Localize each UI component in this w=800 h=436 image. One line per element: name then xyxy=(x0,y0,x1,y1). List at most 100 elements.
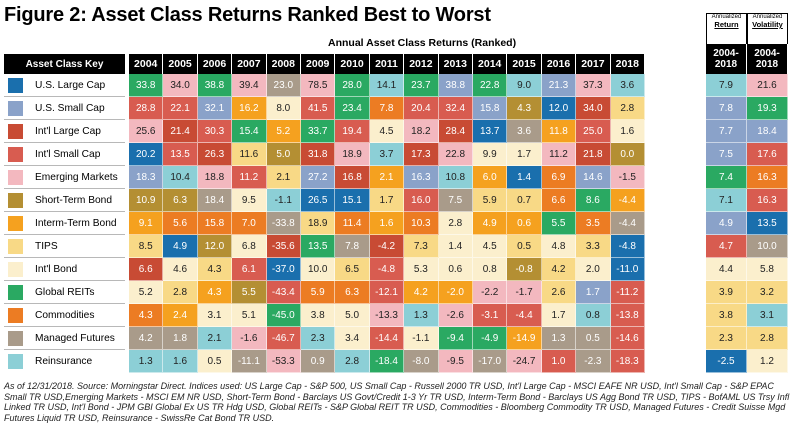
return-cell: 1.4 xyxy=(507,166,542,189)
return-cell: 3.6 xyxy=(507,120,542,143)
return-cell: 3.3 xyxy=(576,235,611,258)
return-cell: 3.8 xyxy=(301,304,336,327)
return-cell: 11.2 xyxy=(541,143,577,166)
return-cell: 4.2 xyxy=(404,281,439,304)
return-cell: 2.1 xyxy=(266,166,301,189)
return-cell: 10.9 xyxy=(129,189,164,212)
return-cell: 15.1 xyxy=(335,189,370,212)
key-separator xyxy=(4,349,125,350)
return-cell: -1.7 xyxy=(507,281,542,304)
year-header-2008: 2008 xyxy=(266,54,300,74)
return-cell: 28.0 xyxy=(335,74,370,97)
return-cell: 32.1 xyxy=(197,97,233,120)
return-cell: 1.7 xyxy=(541,304,577,327)
return-cell: 17.6 xyxy=(747,143,788,166)
return-cell: 4.2 xyxy=(541,258,577,281)
return-cell: 4.4 xyxy=(706,258,747,281)
annualized-volatility-label: Annualized Volatility xyxy=(747,13,788,44)
chart-subtitle: Annual Asset Class Returns (Ranked) xyxy=(328,37,517,49)
key-swatch xyxy=(8,239,23,254)
return-cell: 2.4 xyxy=(163,304,198,327)
return-cell: 5.9 xyxy=(301,281,336,304)
return-cell: 18.9 xyxy=(335,143,370,166)
return-cell: 5.1 xyxy=(232,304,267,327)
return-cell: 2.8 xyxy=(610,97,645,120)
return-cell: 1.8 xyxy=(163,327,198,350)
return-cell: 5.0 xyxy=(266,143,301,166)
key-swatch xyxy=(8,101,23,116)
return-cell: 1.3 xyxy=(404,304,439,327)
return-cell: 10.0 xyxy=(747,235,788,258)
return-cell: 0.7 xyxy=(507,189,542,212)
key-label: Int'l Small Cap xyxy=(35,149,101,160)
key-label: Global REITs xyxy=(35,287,95,298)
return-cell: 16.8 xyxy=(335,166,370,189)
return-cell: -18.4 xyxy=(369,350,405,373)
key-item: Emerging Markets xyxy=(4,166,125,189)
return-cell: 4.9 xyxy=(706,212,747,235)
return-cell: 21.6 xyxy=(747,74,788,97)
return-cell: 21.4 xyxy=(163,120,198,143)
return-cell: 41.5 xyxy=(301,97,336,120)
return-cell: 6.8 xyxy=(232,235,267,258)
return-cell: -2.3 xyxy=(576,350,611,373)
return-cell: 25.0 xyxy=(576,120,611,143)
return-cell: 38.8 xyxy=(197,74,233,97)
return-cell: -11.1 xyxy=(232,350,267,373)
year-header-2005: 2005 xyxy=(163,54,197,74)
return-cell: 1.4 xyxy=(438,235,473,258)
return-cell: 1.6 xyxy=(163,350,198,373)
return-cell: 15.4 xyxy=(232,120,267,143)
annualized-return-years-header: 2004- 2018 xyxy=(706,44,746,74)
return-cell: 7.1 xyxy=(706,189,747,212)
return-cell: -3.1 xyxy=(473,304,508,327)
return-cell: 3.4 xyxy=(335,327,370,350)
return-cell: 1.7 xyxy=(576,281,611,304)
return-cell: -46.7 xyxy=(266,327,301,350)
return-cell: 6.1 xyxy=(232,258,267,281)
return-cell: 11.4 xyxy=(335,212,370,235)
return-cell: -14.6 xyxy=(610,327,645,350)
return-cell: 23.4 xyxy=(335,97,370,120)
key-item: Global REITs xyxy=(4,281,125,304)
return-cell: 27.2 xyxy=(301,166,336,189)
return-cell: 4.3 xyxy=(129,304,164,327)
asset-class-key-header: Asset Class Key xyxy=(4,54,125,74)
return-cell: 14.1 xyxy=(369,74,405,97)
return-cell: 4.3 xyxy=(197,258,233,281)
return-cell: 11.8 xyxy=(541,120,577,143)
key-separator xyxy=(4,211,125,212)
key-separator xyxy=(4,326,125,327)
key-label: Short-Term Bond xyxy=(35,195,113,206)
return-cell: 16.3 xyxy=(747,189,788,212)
return-cell: 37.3 xyxy=(576,74,611,97)
return-cell: 34.0 xyxy=(576,97,611,120)
return-cell: 9.0 xyxy=(507,74,542,97)
key-item: U.S. Small Cap xyxy=(4,97,125,120)
year-header-2011: 2011 xyxy=(369,54,404,74)
page-title: Figure 2: Asset Class Returns Ranked Bes… xyxy=(4,4,491,26)
return-cell: 33.8 xyxy=(129,74,164,97)
key-item: TIPS xyxy=(4,235,125,258)
return-cell: 10.4 xyxy=(163,166,198,189)
return-cell: 12.0 xyxy=(541,97,577,120)
return-cell: -1.1 xyxy=(404,327,439,350)
return-cell: 39.4 xyxy=(232,74,267,97)
return-cell: -4.9 xyxy=(473,327,508,350)
key-swatch xyxy=(8,124,23,139)
return-cell: 1.7 xyxy=(369,189,405,212)
source-footnote: As of 12/31/2018. Source: Morningstar Di… xyxy=(4,381,790,423)
return-cell: 18.3 xyxy=(129,166,164,189)
return-cell: 5.9 xyxy=(473,189,508,212)
return-cell: -4.8 xyxy=(610,235,645,258)
year-header-2015: 2015 xyxy=(507,54,541,74)
return-cell: 20.4 xyxy=(404,97,439,120)
return-cell: -53.3 xyxy=(266,350,301,373)
return-cell: 7.8 xyxy=(335,235,370,258)
return-cell: 19.4 xyxy=(335,120,370,143)
return-cell: 18.4 xyxy=(747,120,788,143)
return-cell: 4.9 xyxy=(163,235,198,258)
return-cell: 16.2 xyxy=(232,97,267,120)
return-cell: 5.0 xyxy=(335,304,370,327)
key-separator xyxy=(4,142,125,143)
